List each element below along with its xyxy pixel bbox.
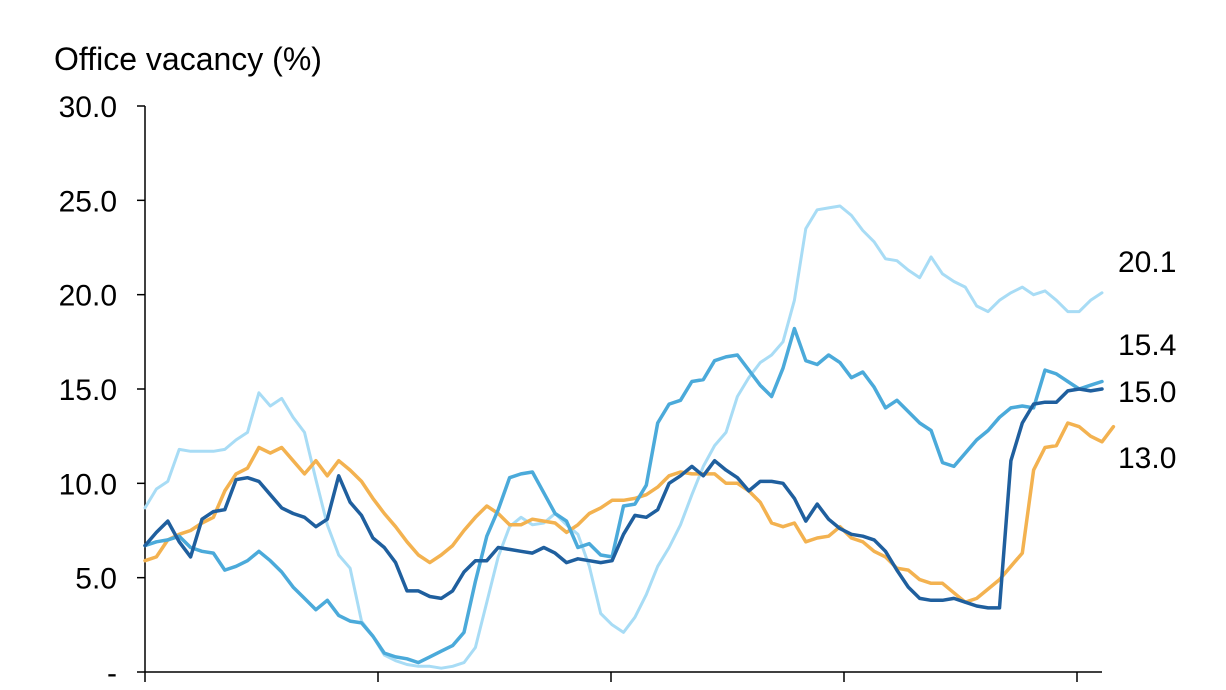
- y-tick-label: 30.0: [59, 91, 117, 124]
- axes: - 5.0 10.0 15.0 20.0 25.0 30.0: [59, 91, 1102, 690]
- series-line: [143, 204, 1104, 670]
- y-tick-label: 20.0: [59, 280, 117, 313]
- series-end-label: 15.0: [1118, 376, 1176, 409]
- series-end-label: 15.4: [1118, 329, 1176, 362]
- chart-title: Office vacancy (%): [54, 41, 322, 77]
- series-line: [143, 421, 1116, 604]
- y-tick-label: 5.0: [75, 563, 117, 596]
- series-end-label: 20.1: [1118, 246, 1176, 279]
- y-tick-label: 15.0: [59, 374, 117, 407]
- y-tick-label: 25.0: [59, 185, 117, 218]
- end-labels: 20.1 13.0 15.4 15.0: [1118, 246, 1176, 475]
- series-lines: [143, 204, 1116, 670]
- y-tick-label: 10.0: [59, 468, 117, 501]
- series-line: [143, 326, 1104, 665]
- series-end-label: 13.0: [1118, 442, 1176, 475]
- series-line: [143, 387, 1104, 610]
- y-tick-label: -: [107, 657, 117, 690]
